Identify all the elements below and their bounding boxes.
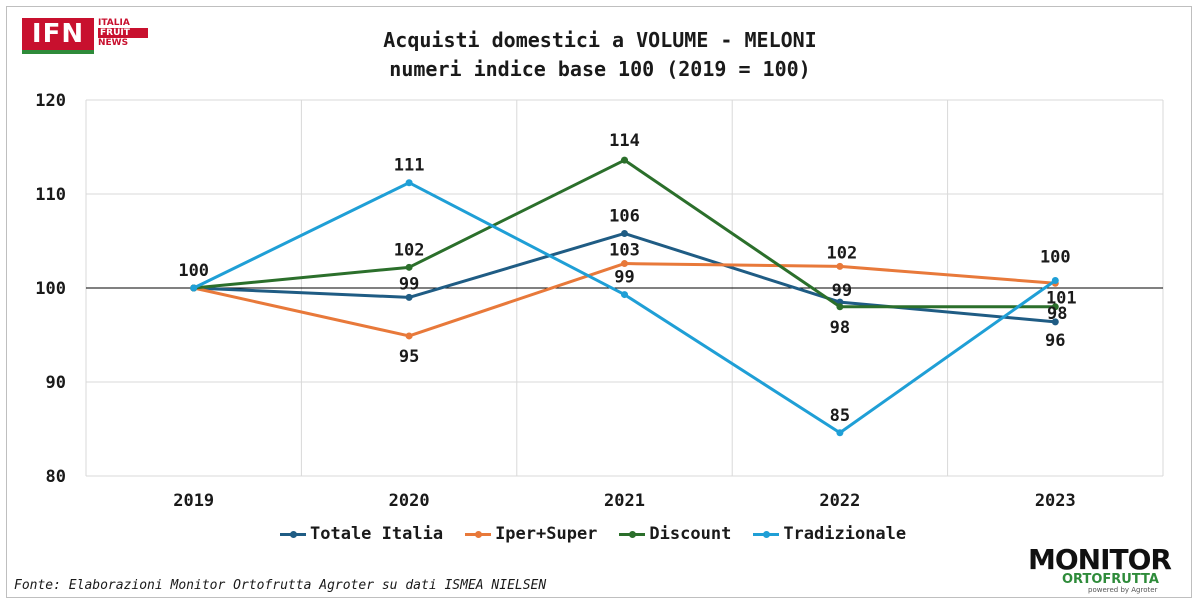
- legend-swatch: [280, 530, 306, 538]
- data-label: 106: [609, 206, 640, 226]
- y-tick-label: 120: [35, 91, 66, 111]
- data-point: [190, 284, 198, 292]
- x-tick-labels: 2019 2020 2021 2022 2023: [173, 491, 1076, 511]
- legend: Totale Italia Iper+Super Discount Tradizion…: [280, 522, 906, 546]
- legend-swatch: [753, 530, 780, 538]
- data-point: [621, 291, 628, 299]
- ifn-logo-line1: ITALIA: [98, 18, 130, 28]
- ifn-logo: IFN ITALIA FRUIT NEWS: [22, 18, 148, 54]
- monitor-logo-line2: ORTOFRUTTA: [1062, 572, 1159, 587]
- y-tick-label: 110: [35, 185, 66, 205]
- ifn-logo-text: ITALIA FRUIT NEWS: [98, 18, 148, 48]
- data-label: 99: [399, 274, 419, 294]
- legend-item: Discount: [619, 524, 731, 544]
- data-label: 111: [394, 156, 425, 176]
- data-point: [405, 179, 413, 187]
- data-label: 102: [827, 243, 858, 263]
- data-label: 114: [609, 131, 640, 151]
- legend-item: Tradizionale: [753, 524, 906, 544]
- chart-frame: [6, 6, 1192, 598]
- data-label: 103: [609, 241, 640, 261]
- legend-item: Iper+Super: [465, 524, 597, 544]
- ifn-logo-line3: NEWS: [98, 38, 129, 48]
- monitor-logo-line1: MONITOR: [1028, 543, 1172, 576]
- legend-label: Tradizionale: [783, 524, 907, 544]
- legend-label: Iper+Super: [495, 524, 598, 544]
- data-point: [836, 303, 844, 311]
- monitor-logo-line3: powered by Agroter: [1088, 586, 1158, 594]
- legend-label: Totale Italia: [310, 524, 444, 544]
- data-label: 98: [830, 318, 850, 338]
- x-tick-label: 2021: [604, 491, 645, 511]
- data-label: 85: [830, 406, 850, 426]
- data-point: [621, 260, 628, 268]
- source-note: Fonte: Elaborazioni Monitor Ortofrutta A…: [14, 578, 547, 593]
- data-label: 101: [1046, 288, 1077, 308]
- data-point: [836, 262, 844, 270]
- data-label: 98: [1047, 304, 1067, 324]
- y-tick-label: 100: [35, 279, 66, 299]
- legend-label: Discount: [649, 524, 732, 544]
- data-label-layer: 100 99 106 99 96 95 103 102 101 102 114 98 98 111 99 85…: [178, 131, 1076, 426]
- y-tick-label: 80: [46, 467, 66, 487]
- data-point: [1051, 276, 1059, 284]
- x-tick-label: 2023: [1035, 491, 1076, 511]
- ifn-logo-mark: IFN: [22, 18, 94, 54]
- legend-swatch: [619, 530, 646, 538]
- chart-subtitle: numeri indice base 100 (2019 = 100): [389, 57, 811, 81]
- legend-swatch: [465, 530, 492, 538]
- y-tick-label: 90: [46, 373, 66, 393]
- data-point: [405, 332, 413, 340]
- monitor-ortofrutta-logo: MONITOR ORTOFRUTTA powered by Agroter: [1028, 543, 1184, 595]
- data-point: [621, 156, 628, 164]
- data-label: 102: [394, 240, 425, 260]
- data-point: [836, 429, 844, 437]
- data-point: [1051, 303, 1059, 311]
- data-label: 99: [614, 268, 634, 288]
- data-point: [405, 293, 413, 301]
- data-point: [621, 229, 628, 237]
- y-tick-labels: 80 90 100 110 120: [35, 91, 66, 487]
- data-point: [405, 263, 413, 271]
- data-label: 100: [1040, 247, 1071, 267]
- legend-item: Totale Italia: [280, 524, 443, 544]
- x-tick-label: 2022: [819, 491, 860, 511]
- data-label: 95: [399, 347, 419, 367]
- chart-title: Acquisti domestici a VOLUME - MELONI: [383, 28, 817, 52]
- data-point: [1051, 318, 1059, 326]
- data-label: 96: [1045, 331, 1065, 351]
- x-tick-label: 2020: [389, 491, 430, 511]
- data-label: 99: [832, 281, 852, 301]
- data-label: 100: [178, 261, 209, 281]
- ifn-logo-line2: FRUIT: [98, 28, 148, 38]
- x-tick-label: 2019: [173, 491, 214, 511]
- series-layer: [190, 156, 1059, 437]
